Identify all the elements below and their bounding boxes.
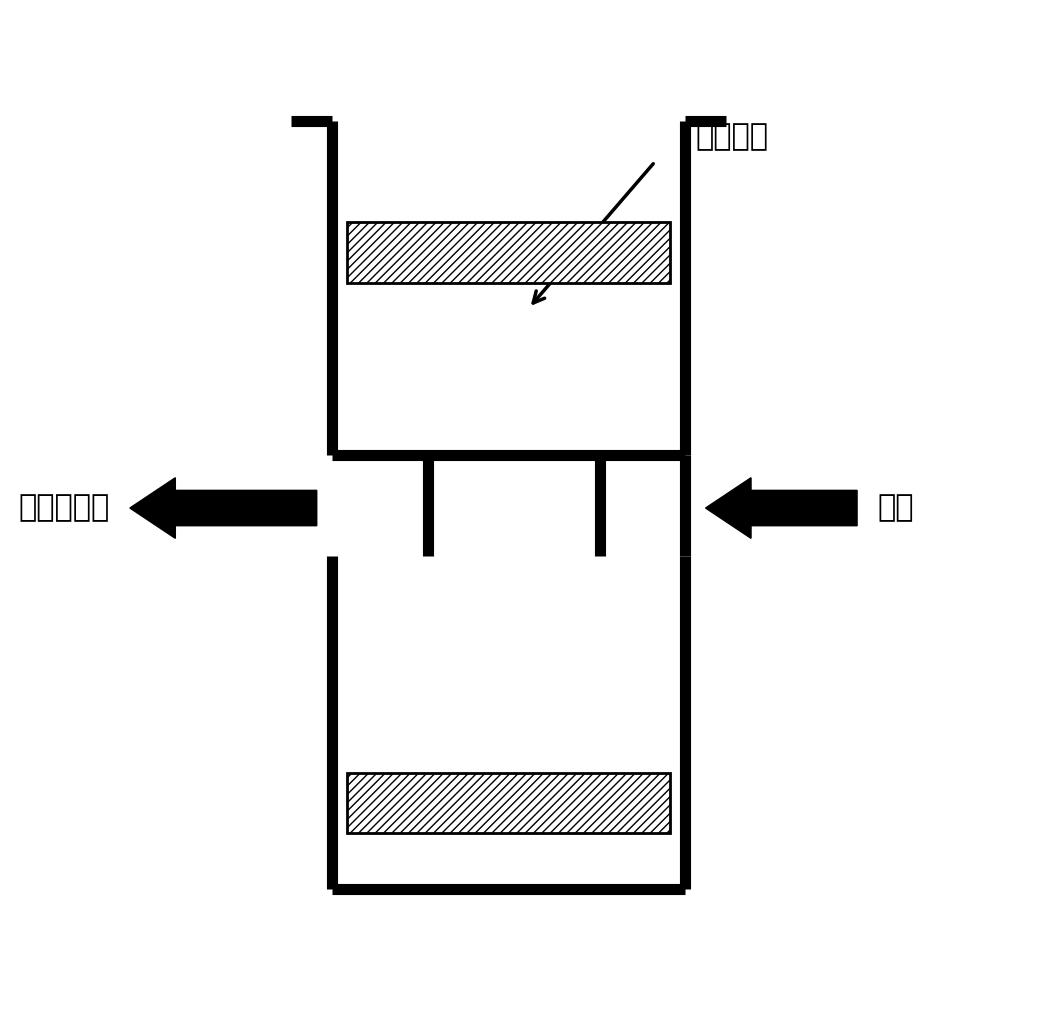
FancyArrow shape	[706, 478, 857, 538]
Bar	[347, 773, 671, 833]
Bar	[347, 222, 671, 283]
FancyArrow shape	[129, 478, 317, 538]
Text: 电离反应区: 电离反应区	[18, 494, 109, 522]
Text: 载气: 载气	[877, 494, 914, 522]
Text: 放射性源: 放射性源	[695, 122, 768, 152]
